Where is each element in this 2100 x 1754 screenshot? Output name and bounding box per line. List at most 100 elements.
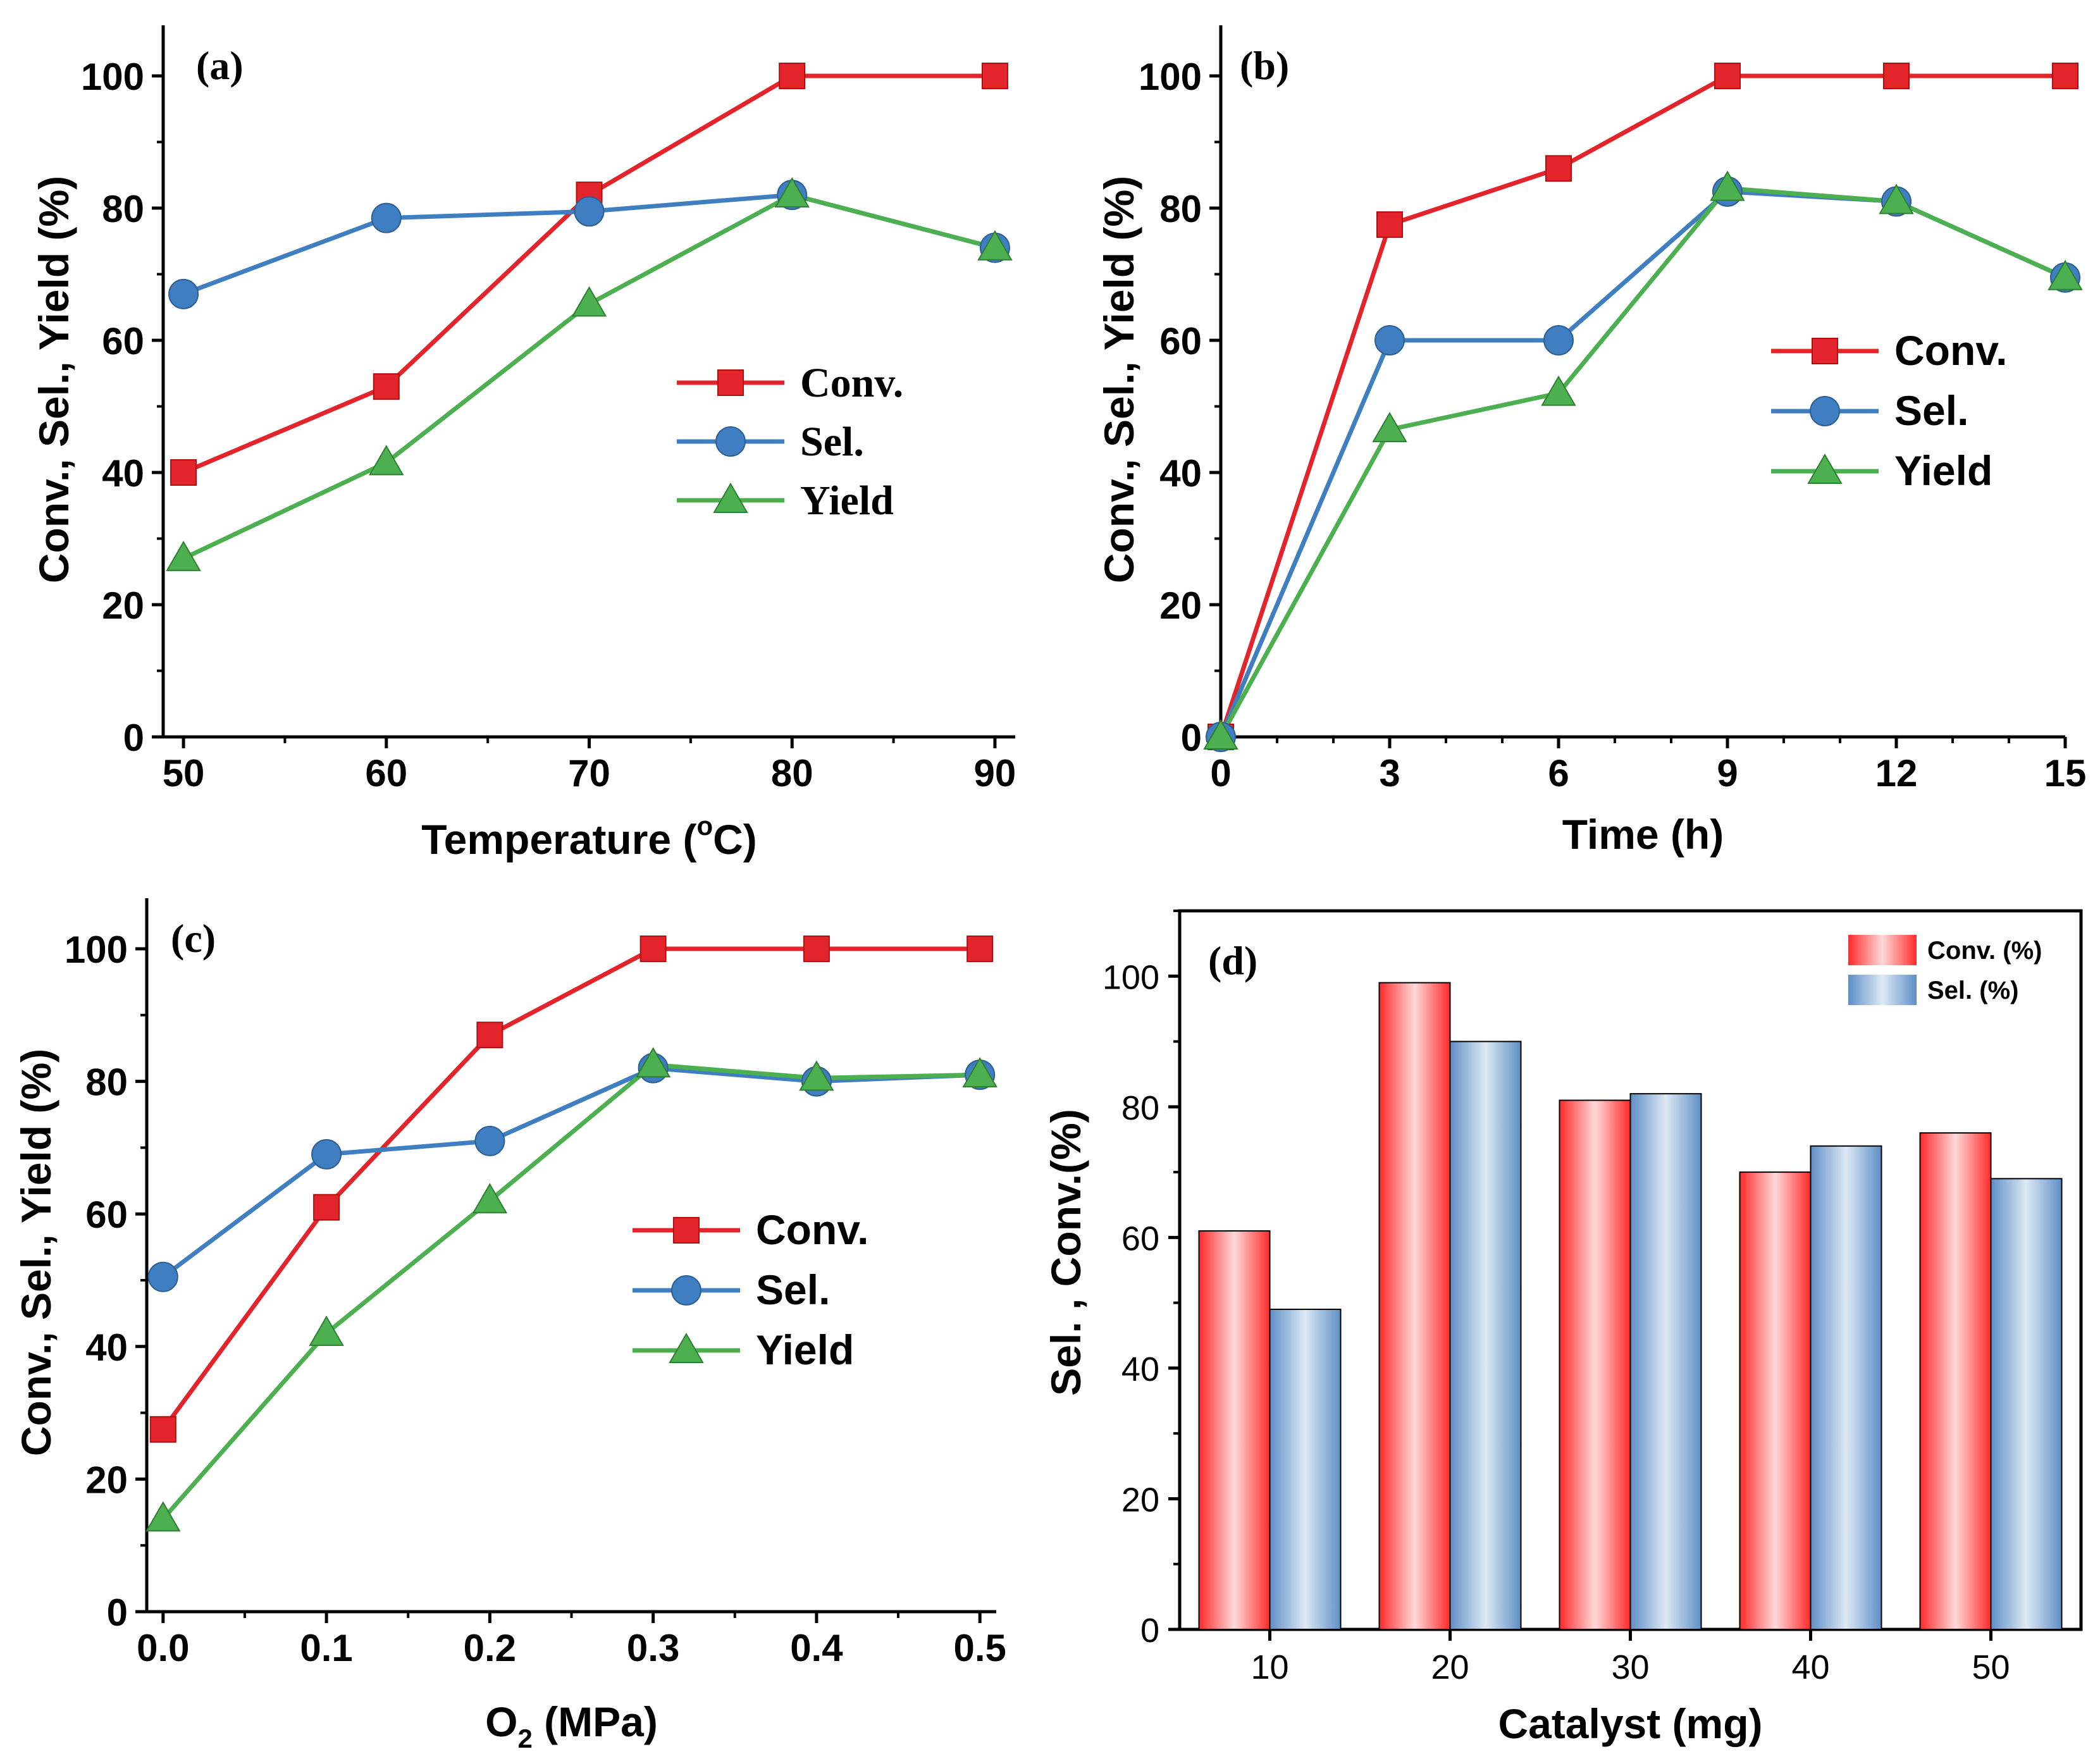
x-axis-title: Temperature (oC)	[421, 811, 757, 863]
bar-conv-50	[1919, 1132, 1992, 1631]
data-point-yield	[962, 1057, 998, 1088]
data-point-conv	[639, 936, 667, 962]
y-tick-label: 60	[1159, 320, 1202, 362]
x-tick-label: 15	[2044, 752, 2087, 794]
data-point-conv	[779, 63, 806, 89]
x-axis-title: Catalyst (mg)	[1498, 1700, 1762, 1747]
data-point-conv	[967, 936, 994, 962]
y-tick-label: 100	[1139, 56, 1202, 98]
x-tick-label: 10	[1251, 1648, 1288, 1686]
y-axis-title: Sel. , Conv.(%)	[1042, 1109, 1089, 1396]
y-tick-label: 80	[1159, 188, 1202, 230]
data-point-conv	[1714, 63, 1741, 89]
y-tick-label: 20	[1159, 584, 1202, 627]
y-tick-label: 40	[102, 452, 144, 495]
data-point-yield	[1541, 375, 1576, 406]
bar-conv-40	[1739, 1171, 1812, 1631]
bar-sel-40	[1810, 1145, 1882, 1631]
data-point-conv	[803, 936, 830, 962]
legend-entry-sel: Sel.	[677, 419, 864, 465]
y-tick-label: 20	[102, 584, 144, 627]
legend-marker	[1810, 396, 1840, 426]
panel-b: 0 20 40 60 80 100 0 3 6 9 12 15 Conv. Sel. Yield (b) Tim…	[1096, 25, 2086, 858]
legend-entry-sel: Sel.	[1771, 387, 1968, 434]
legend-label: Conv.	[800, 360, 903, 406]
x-tick-label: 0.0	[137, 1627, 189, 1669]
x-axis-title: Time (h)	[1562, 811, 1724, 858]
legend-marker	[1807, 454, 1843, 484]
x-tick-label: 50	[1972, 1648, 2010, 1686]
y-axis-title: Conv., Sel., Yield (%)	[30, 176, 77, 583]
y-tick-label: 40	[1159, 452, 1202, 495]
x-tick-label: 80	[771, 752, 813, 794]
data-point-sel	[371, 202, 402, 233]
x-tick-label: 0	[1210, 752, 1231, 794]
data-point-sel	[1374, 325, 1405, 355]
data-point-sel	[474, 1125, 505, 1156]
panel-c: 0 20 40 60 80 100 0.0 0.1 0.2 0.3 0.4 0.5 Conv. Sel. Y…	[13, 898, 1006, 1753]
legend-label: Conv. (%)	[1927, 937, 2042, 965]
data-point-conv	[149, 1416, 176, 1443]
y-tick-label: 20	[1121, 1481, 1159, 1519]
x-tick-label: 3	[1379, 752, 1400, 794]
bar-sel-10	[1269, 1308, 1342, 1630]
data-point-sel	[311, 1139, 342, 1170]
y-tick-label: 0	[1181, 717, 1202, 759]
y-tick-label: 100	[1102, 958, 1159, 996]
data-point-sel	[168, 278, 199, 309]
x-tick-label: 70	[568, 752, 610, 794]
legend-marker	[717, 369, 744, 396]
x-tick-label: 50	[163, 752, 205, 794]
data-point-yield	[1710, 170, 1745, 201]
x-axis-title: O2 (MPa)	[485, 1698, 658, 1753]
data-point-yield	[145, 1501, 181, 1532]
legend-marker	[671, 1275, 701, 1306]
y-tick-label: 80	[102, 188, 144, 230]
data-point-yield	[472, 1183, 508, 1214]
y-tick-label: 60	[1121, 1220, 1159, 1257]
y-tick-label: 0	[107, 1591, 128, 1634]
data-point-yield	[1372, 412, 1407, 443]
x-tick-label: 0.1	[300, 1627, 352, 1669]
legend-label: Sel.	[800, 419, 864, 465]
legend-label: Sel. (%)	[1927, 977, 2018, 1004]
legend-label: Conv.	[1894, 327, 2007, 374]
series-line-conv	[1218, 73, 2065, 738]
y-tick-label: 80	[1121, 1089, 1159, 1127]
x-tick-label: 0.3	[627, 1627, 679, 1669]
series-line-conv	[182, 73, 995, 475]
legend-label: Sel.	[756, 1266, 830, 1313]
panel-label: (c)	[171, 916, 216, 961]
x-tick-label: 20	[1431, 1648, 1469, 1686]
data-point-yield	[166, 540, 201, 571]
data-point-yield	[309, 1315, 344, 1346]
series-line-yield	[1218, 186, 2066, 738]
x-tick-label: 90	[974, 752, 1016, 794]
legend-entry-conv: Conv.	[677, 360, 903, 406]
y-tick-label: 60	[85, 1194, 128, 1236]
x-tick-label: 60	[365, 752, 407, 794]
series-line-yield	[161, 1062, 980, 1521]
y-axis-title: Conv., Sel., Yield (%)	[1096, 176, 1142, 583]
panel-label: (d)	[1208, 938, 1257, 983]
data-point-conv	[476, 1022, 503, 1049]
x-tick-label: 6	[1548, 752, 1569, 794]
legend-label: Conv.	[756, 1206, 868, 1253]
y-tick-label: 40	[1121, 1350, 1159, 1388]
x-tick-label: 0.4	[790, 1627, 843, 1669]
x-tick-label: 0.2	[464, 1627, 516, 1669]
panel-d: 0 20 40 60 80 100 10 20 30 40 50 Conv. (%) Sel. (%) (…	[1042, 909, 2083, 1747]
bar-conv-20	[1378, 982, 1451, 1630]
legend-marker	[669, 1333, 704, 1363]
legend-swatch	[1848, 975, 1917, 1005]
legend-marker	[715, 426, 746, 457]
legend-entry-conv: Conv.	[633, 1206, 868, 1253]
data-point-yield	[799, 1060, 834, 1091]
panel-label: (b)	[1240, 43, 1289, 88]
x-tick-label: 12	[1875, 752, 1918, 794]
data-point-yield	[774, 177, 810, 208]
x-tick-label: 40	[1791, 1648, 1829, 1686]
y-tick-label: 80	[85, 1061, 128, 1104]
y-tick-label: 20	[85, 1459, 128, 1501]
